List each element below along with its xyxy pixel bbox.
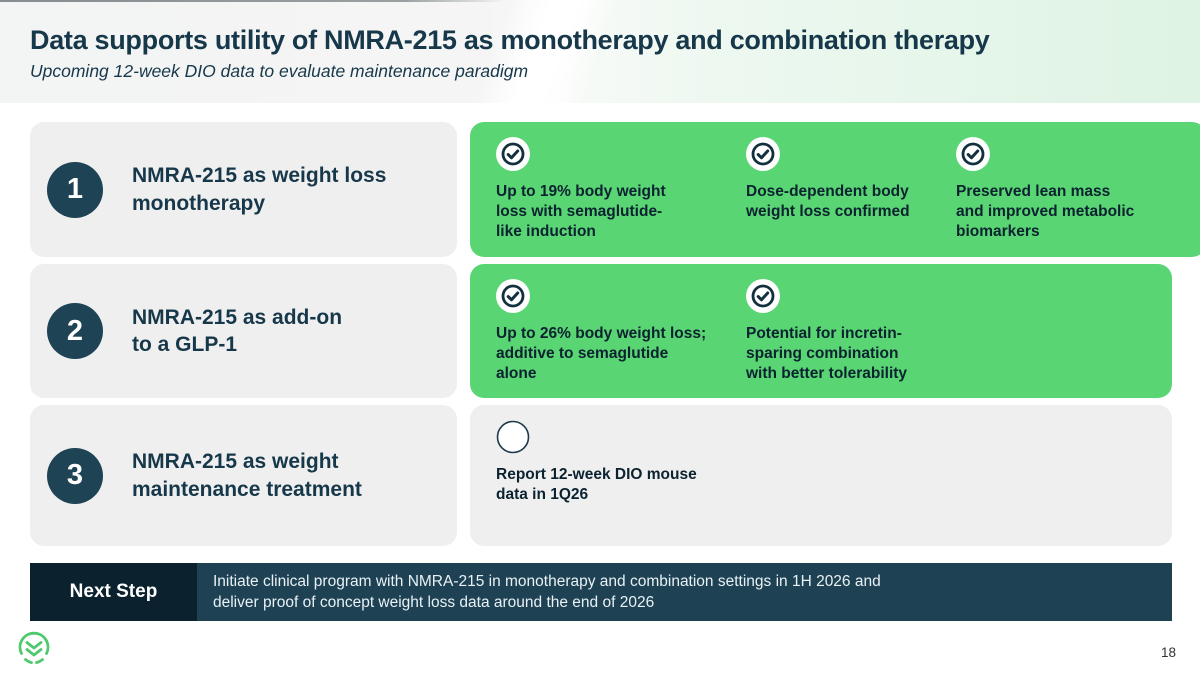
- row-label: NMRA-215 as weight maintenance treatment: [132, 450, 362, 501]
- priority-row-2: 2 NMRA-215 as add-on to a GLP-1 Up to 26…: [30, 264, 1172, 398]
- check-circle-icon: [746, 137, 932, 171]
- number-badge: 2: [47, 303, 103, 359]
- row-label: NMRA-215 as weight loss monotherapy: [132, 164, 387, 215]
- row-3-label-card: 3 NMRA-215 as weight maintenance treatme…: [30, 405, 457, 546]
- result-item-text: Preserved lean mass and improved metabol…: [956, 183, 1135, 241]
- check-circle-icon: [746, 279, 972, 313]
- check-circle-icon: [496, 137, 722, 171]
- result-item-text: Up to 26% body weight loss; additive to …: [496, 325, 707, 383]
- row-label: NMRA-215 as add-on to a GLP-1: [132, 305, 343, 356]
- header-top-line: [0, 0, 505, 2]
- result-item-text: Report 12-week DIO mouse data in 1Q26: [496, 466, 697, 504]
- priority-row-1: 1 NMRA-215 as weight loss monotherapy Up…: [30, 122, 1200, 257]
- result-item: Preserved lean mass and improved metabol…: [956, 137, 1182, 242]
- row-1-results-card: Up to 19% body weight loss with semaglut…: [470, 122, 1200, 257]
- slide-subtitle: Upcoming 12-week DIO data to evaluate ma…: [30, 61, 529, 81]
- result-item-text: Up to 19% body weight loss with semaglut…: [496, 183, 666, 241]
- row-3-results-card: Report 12-week DIO mouse data in 1Q26: [470, 405, 1172, 546]
- row-1-label-card: 1 NMRA-215 as weight loss monotherapy: [30, 122, 457, 257]
- result-item: Up to 26% body weight loss; additive to …: [496, 279, 722, 384]
- next-step-label: Next Step: [30, 563, 197, 621]
- company-logo-icon: [15, 629, 53, 672]
- result-item-text: Dose-dependent body weight loss confirme…: [746, 183, 910, 221]
- row-2-results-card: Up to 26% body weight loss; additive to …: [470, 264, 1172, 398]
- row-2-label-card: 2 NMRA-215 as add-on to a GLP-1: [30, 264, 457, 398]
- empty-circle-icon: [496, 420, 722, 454]
- next-step-bar: Next Step Initiate clinical program with…: [30, 563, 1172, 621]
- result-item: Report 12-week DIO mouse data in 1Q26: [496, 420, 722, 505]
- number-badge: 3: [47, 447, 103, 504]
- next-step-text: Initiate clinical program with NMRA-215 …: [197, 563, 1172, 621]
- check-circle-icon: [496, 279, 722, 313]
- result-item: Dose-dependent body weight loss confirme…: [746, 137, 932, 222]
- slide-header: Data supports utility of NMRA-215 as mon…: [0, 0, 1200, 110]
- number-badge: 1: [47, 161, 103, 218]
- result-item: Potential for incretin- sparing combinat…: [746, 279, 972, 384]
- page-number: 18: [1160, 645, 1176, 660]
- slide-title: Data supports utility of NMRA-215 as mon…: [30, 25, 990, 55]
- content-rows: 1 NMRA-215 as weight loss monotherapy Up…: [30, 122, 1200, 546]
- result-item: Up to 19% body weight loss with semaglut…: [496, 137, 722, 242]
- check-circle-icon: [956, 137, 1182, 171]
- priority-row-3: 3 NMRA-215 as weight maintenance treatme…: [30, 405, 1172, 546]
- result-item-text: Potential for incretin- sparing combinat…: [746, 325, 908, 383]
